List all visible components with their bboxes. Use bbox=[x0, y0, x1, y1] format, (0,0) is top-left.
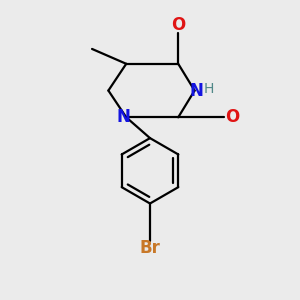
Text: O: O bbox=[171, 16, 185, 34]
Text: O: O bbox=[226, 108, 240, 126]
Text: N: N bbox=[116, 108, 130, 126]
Text: H: H bbox=[204, 82, 214, 96]
Text: N: N bbox=[189, 82, 203, 100]
Text: Br: Br bbox=[140, 239, 160, 257]
